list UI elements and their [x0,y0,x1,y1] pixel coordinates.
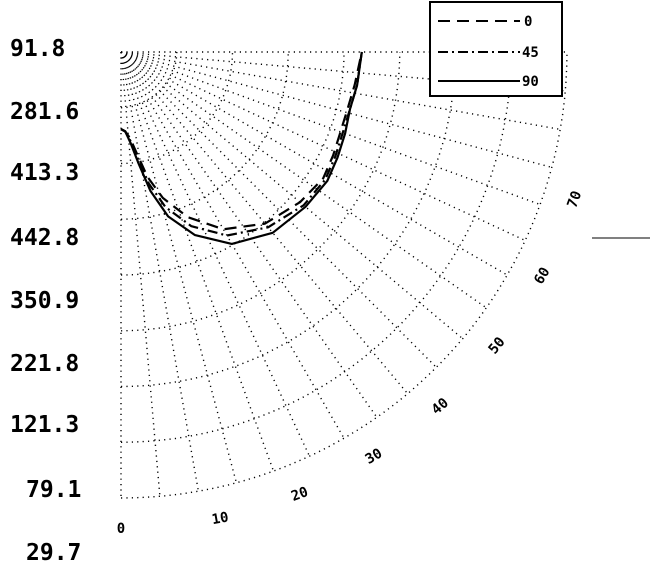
radial-axis-value: 442.8 [10,225,79,251]
angle-axis-labels: 0 10 20 30 40 50 60 70 [117,189,586,537]
grid-ring [120,51,234,165]
grid-spoke [120,51,275,472]
grid-ring [120,51,345,276]
angle-tick-label: 0 [117,521,125,537]
radial-axis-value: 91.8 [10,36,65,62]
series-line-0 [120,51,363,231]
legend: 0 45 90 [429,1,563,97]
radial-axis-value: 29.7 [26,540,81,566]
radial-axis-value: 79.1 [26,477,81,503]
radial-axis-value: 121.3 [10,412,79,438]
grid-ring [120,51,178,109]
grid-spoke [120,51,345,439]
radial-axis-labels: 91.8 281.6 413.3 442.8 350.9 221.8 121.3… [10,36,81,566]
grid-ring [120,51,457,388]
radial-axis-value: 221.8 [10,351,79,377]
series-line-45 [120,51,363,237]
series-line-90 [120,51,363,245]
angle-tick-label: 50 [486,334,509,357]
radial-axis-value: 281.6 [10,99,79,125]
polar-grid [120,51,568,499]
grid-spoke [120,51,161,497]
angle-tick-label: 20 [289,484,310,505]
grid-spoke [120,51,238,483]
angle-tick-label: 60 [531,265,553,288]
legend-label-0: 0 [524,14,532,30]
grid-ring [120,51,568,499]
angle-tick-label: 70 [564,189,585,210]
angle-tick-label: 30 [363,446,386,468]
angle-tick-label: 40 [429,395,452,418]
radial-axis-value: 413.3 [10,160,79,186]
grid-ring [120,51,289,220]
radial-axis-value: 350.9 [10,288,79,314]
legend-label-90: 90 [522,74,539,90]
angle-tick-label: 10 [211,509,230,528]
grid-spoke [120,51,378,418]
series-layer [120,51,363,245]
legend-label-45: 45 [522,45,539,61]
